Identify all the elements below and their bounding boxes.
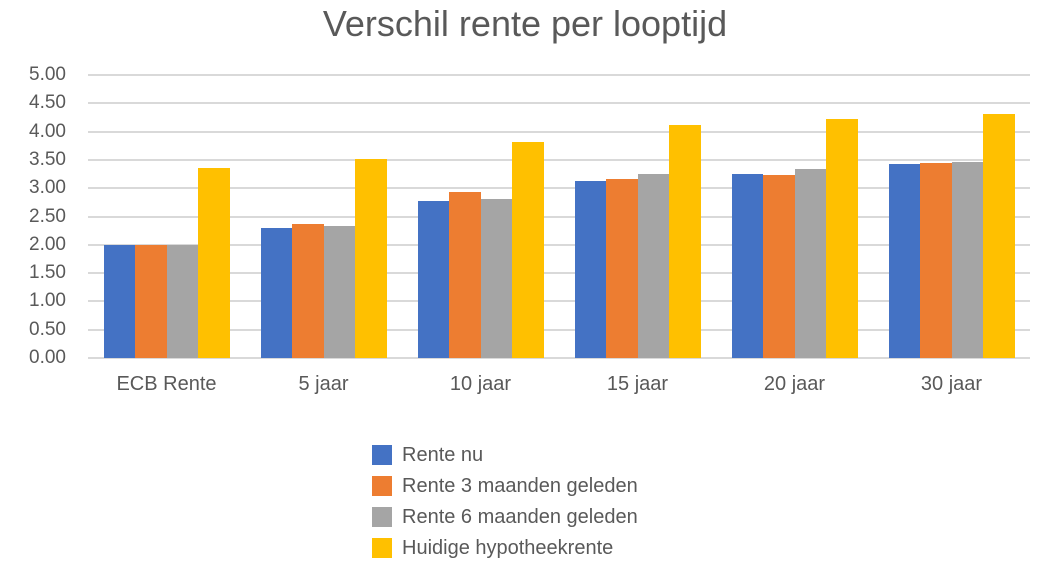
- legend: Rente nu Rente 3 maanden geleden Rente 6 m…: [372, 440, 638, 564]
- y-axis-tick-label: 0.50: [29, 318, 66, 340]
- bar-20 jaar-Huidige hypotheekrente: [826, 118, 858, 358]
- bar-ECB Rente-Rente nu: [103, 244, 135, 358]
- y-axis-tick-label: 1.00: [29, 290, 66, 312]
- y-axis-tick-label: 0.00: [29, 347, 66, 368]
- gridline: [88, 102, 1030, 105]
- bar-ECB Rente-Huidige hypotheekrente: [198, 168, 230, 358]
- y-axis-tick-label: 2.00: [29, 233, 66, 255]
- gridline: [88, 243, 1030, 246]
- gridline: [88, 158, 1030, 161]
- gridline: [88, 272, 1030, 275]
- gridline: [88, 328, 1030, 331]
- x-axis-category-label: 5 jaar: [298, 373, 349, 395]
- y-axis-tick-label: 1.50: [29, 262, 66, 284]
- bar-15 jaar-Huidige hypotheekrente: [669, 124, 701, 358]
- bar-5 jaar-Rente 6 maanden geleden: [323, 225, 355, 358]
- bar-30 jaar-Rente nu: [888, 164, 920, 358]
- bar-15 jaar-Rente nu: [574, 181, 606, 358]
- bar-10 jaar-Rente 3 maanden geleden: [449, 192, 481, 358]
- bar-ECB Rente-Rente 6 maanden geleden: [166, 244, 198, 358]
- bar-5 jaar-Rente 3 maanden geleden: [292, 224, 324, 358]
- bar-30 jaar-Rente 6 maanden geleden: [951, 162, 983, 358]
- gridline: [88, 130, 1030, 133]
- legend-item: Rente 6 maanden geleden: [372, 502, 638, 532]
- bar-15 jaar-Rente 3 maanden geleden: [606, 178, 638, 358]
- bar-30 jaar-Rente 3 maanden geleden: [920, 163, 952, 358]
- legend-swatch-icon: [372, 538, 392, 558]
- legend-label: Huidige hypotheekrente: [402, 536, 614, 559]
- legend-item: Rente 3 maanden geleden: [372, 471, 638, 501]
- bar-5 jaar-Rente nu: [260, 227, 292, 358]
- bar-10 jaar-Rente 6 maanden geleden: [480, 198, 512, 358]
- legend-label: Rente 6 maanden geleden: [402, 505, 638, 528]
- chart-title: Verschil rente per looptijd: [322, 3, 728, 44]
- legend-swatch-icon: [372, 507, 392, 527]
- bar-30 jaar-Huidige hypotheekrente: [983, 114, 1015, 358]
- legend-label: Rente 3 maanden geleden: [402, 474, 638, 497]
- bar-20 jaar-Rente 6 maanden geleden: [794, 168, 826, 358]
- legend-swatch-icon: [372, 445, 392, 465]
- gridline: [88, 187, 1030, 190]
- x-axis-category-label: 10 jaar: [449, 373, 512, 395]
- y-axis-tick-label: 3.00: [29, 177, 66, 199]
- gridline: [88, 74, 1030, 76]
- bar-20 jaar-Rente 3 maanden geleden: [763, 175, 795, 358]
- y-axis-tick-label: 4.00: [29, 120, 66, 142]
- legend-item: Huidige hypotheekrente: [372, 533, 638, 563]
- bar-ECB Rente-Rente 3 maanden geleden: [135, 244, 167, 358]
- gridline: [88, 357, 1030, 359]
- bar-15 jaar-Rente 6 maanden geleden: [637, 174, 669, 358]
- y-axis-tick-label: 5.00: [29, 64, 66, 85]
- gridline: [88, 215, 1030, 218]
- legend-swatch-icon: [372, 476, 392, 496]
- y-axis-tick-label: 3.50: [29, 148, 66, 170]
- legend-item: Rente nu: [372, 440, 638, 470]
- bar-20 jaar-Rente nu: [731, 174, 763, 358]
- bar-5 jaar-Huidige hypotheekrente: [355, 159, 387, 358]
- y-axis-tick-label: 4.50: [29, 92, 66, 114]
- x-axis-category-label: 15 jaar: [606, 373, 669, 395]
- gridline: [88, 300, 1030, 303]
- x-axis-category-label: ECB Rente: [116, 373, 217, 395]
- x-axis-category-label: 20 jaar: [763, 373, 826, 395]
- legend-label: Rente nu: [402, 443, 484, 466]
- bar-10 jaar-Huidige hypotheekrente: [512, 142, 544, 358]
- bar-10 jaar-Rente nu: [417, 200, 449, 358]
- x-axis-category-label: 30 jaar: [920, 373, 983, 395]
- y-axis-tick-label: 2.50: [29, 205, 66, 227]
